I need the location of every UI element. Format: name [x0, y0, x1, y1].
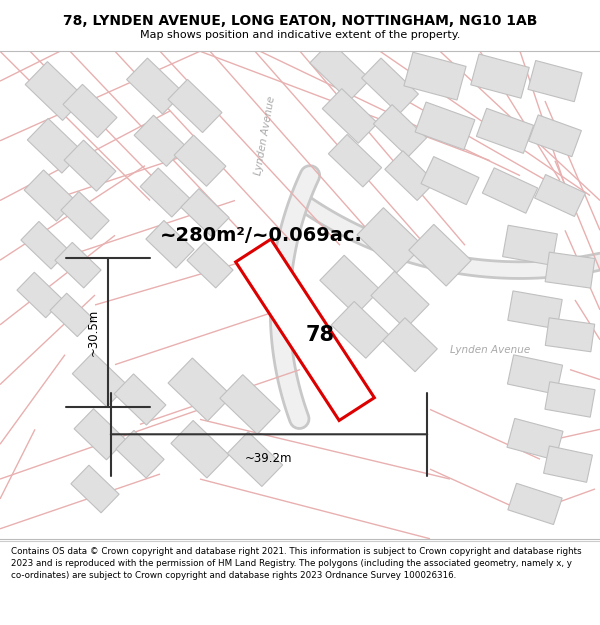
Polygon shape: [545, 252, 595, 288]
Polygon shape: [220, 374, 280, 434]
Polygon shape: [24, 170, 76, 221]
Polygon shape: [134, 115, 186, 166]
Polygon shape: [508, 291, 562, 329]
Polygon shape: [528, 61, 582, 102]
Polygon shape: [362, 58, 418, 114]
Polygon shape: [50, 293, 94, 337]
Polygon shape: [331, 301, 389, 358]
Polygon shape: [168, 79, 222, 132]
Polygon shape: [114, 374, 166, 425]
Polygon shape: [227, 432, 283, 486]
Polygon shape: [127, 58, 184, 114]
Polygon shape: [25, 62, 85, 121]
Polygon shape: [544, 446, 592, 483]
Polygon shape: [371, 271, 429, 329]
Polygon shape: [503, 225, 557, 265]
Polygon shape: [415, 102, 475, 149]
Text: 78, LYNDEN AVENUE, LONG EATON, NOTTINGHAM, NG10 1AB: 78, LYNDEN AVENUE, LONG EATON, NOTTINGHA…: [63, 14, 537, 28]
Polygon shape: [146, 221, 194, 268]
Polygon shape: [482, 168, 538, 213]
Polygon shape: [71, 465, 119, 513]
Text: ~30.5m: ~30.5m: [87, 309, 100, 356]
Polygon shape: [55, 242, 101, 288]
Polygon shape: [61, 192, 109, 239]
Polygon shape: [73, 352, 128, 407]
Polygon shape: [507, 418, 563, 460]
Polygon shape: [357, 208, 423, 273]
Polygon shape: [21, 221, 69, 269]
Polygon shape: [236, 239, 374, 421]
Polygon shape: [64, 140, 116, 191]
Polygon shape: [508, 483, 562, 524]
Polygon shape: [404, 52, 466, 100]
Polygon shape: [476, 108, 533, 153]
Polygon shape: [409, 224, 471, 286]
Text: ~280m²/~0.069ac.: ~280m²/~0.069ac.: [160, 226, 363, 245]
Polygon shape: [187, 242, 233, 288]
Polygon shape: [174, 135, 226, 186]
Polygon shape: [421, 156, 479, 204]
Polygon shape: [545, 382, 595, 417]
Polygon shape: [322, 89, 378, 143]
Text: Contains OS data © Crown copyright and database right 2021. This information is : Contains OS data © Crown copyright and d…: [11, 548, 581, 580]
Text: Lynden Avenue: Lynden Avenue: [253, 96, 277, 176]
Polygon shape: [181, 189, 229, 236]
Polygon shape: [17, 272, 63, 318]
Polygon shape: [320, 255, 380, 315]
Polygon shape: [535, 174, 586, 216]
Polygon shape: [168, 358, 232, 421]
Polygon shape: [385, 151, 435, 201]
Polygon shape: [63, 84, 117, 138]
Polygon shape: [383, 318, 437, 372]
Polygon shape: [74, 409, 126, 460]
Polygon shape: [116, 431, 164, 478]
Polygon shape: [171, 421, 229, 478]
Text: 78: 78: [305, 325, 335, 345]
Polygon shape: [310, 41, 370, 101]
Polygon shape: [471, 54, 529, 98]
Text: Map shows position and indicative extent of the property.: Map shows position and indicative extent…: [140, 30, 460, 40]
Polygon shape: [373, 104, 427, 157]
Polygon shape: [545, 318, 595, 352]
Polygon shape: [328, 134, 382, 187]
Polygon shape: [28, 119, 83, 173]
Polygon shape: [508, 355, 563, 394]
Polygon shape: [529, 115, 581, 157]
Polygon shape: [140, 168, 190, 217]
Text: ~39.2m: ~39.2m: [245, 452, 293, 465]
Text: Lynden Avenue: Lynden Avenue: [450, 345, 530, 355]
